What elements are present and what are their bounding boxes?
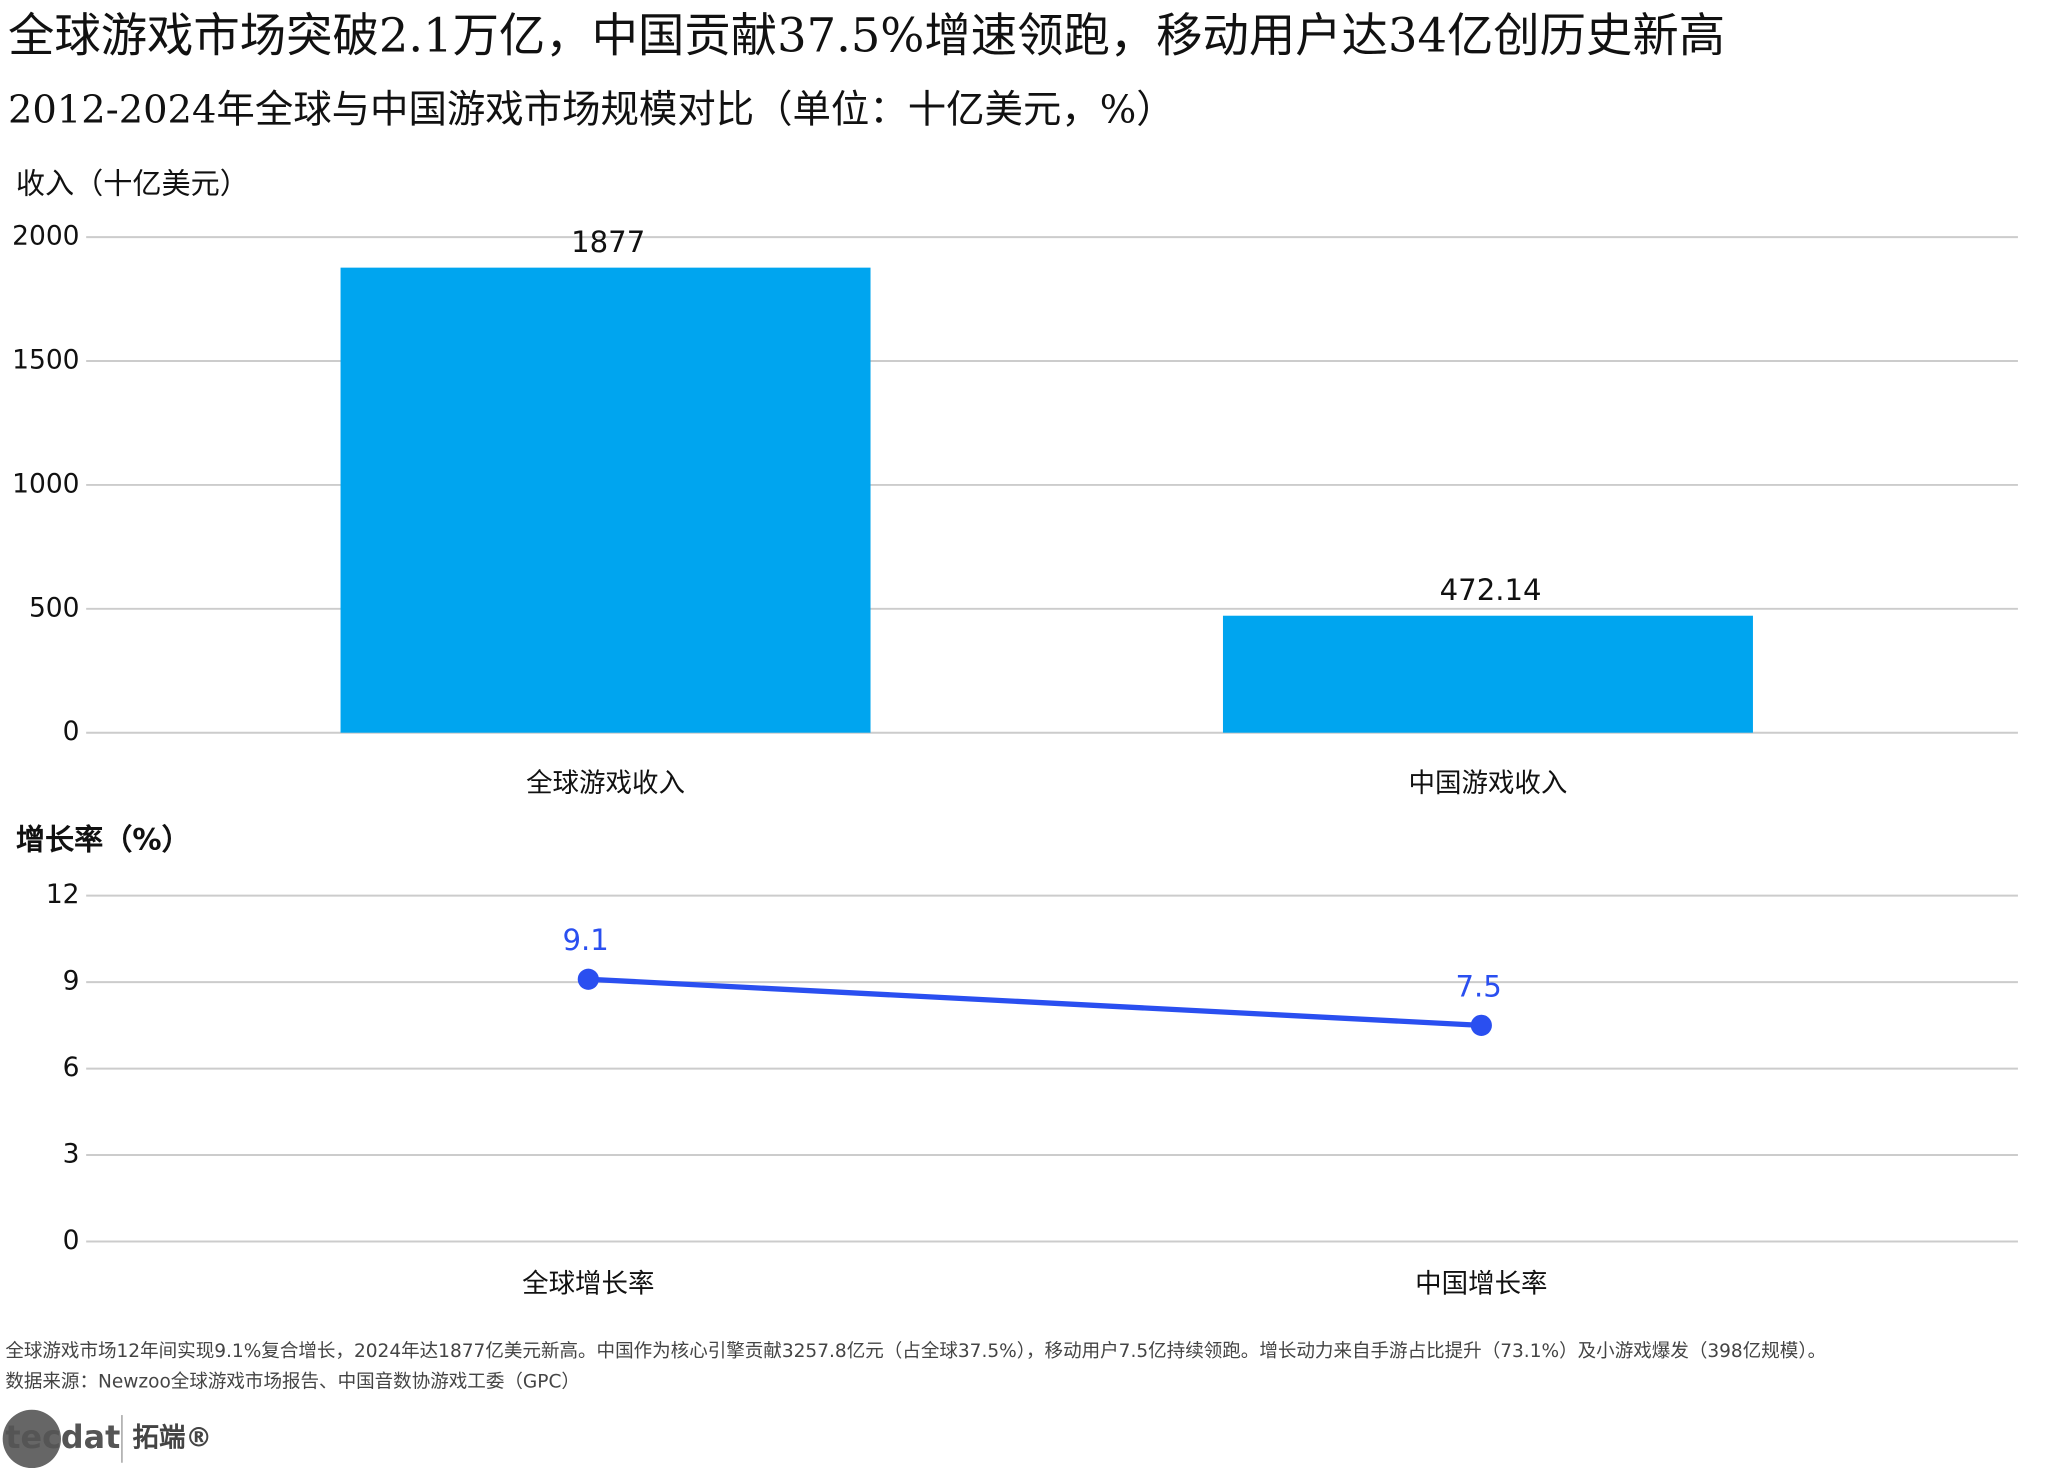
y-tick-label: 9 (63, 966, 80, 997)
source: 数据来源：Newzoo全球游戏市场报告、中国音数协游戏工委（GPC） (5, 1371, 580, 1392)
x-tick-label: 全球游戏收入 (526, 768, 685, 799)
y-axis-label: 增长率（%） (16, 822, 191, 856)
y-axis-label: 收入（十亿美元） (16, 166, 249, 200)
y-tick-label: 1500 (12, 345, 79, 376)
y-tick-label: 2000 (12, 221, 79, 252)
data-label: 7.5 (1456, 969, 1502, 1003)
bar (340, 267, 871, 733)
note: 全球游戏市场12年间实现9.1%复合增长，2024年达1877亿美元新高。中国作… (5, 1341, 1826, 1362)
line (588, 976, 1482, 1028)
y-tick-label: 6 (63, 1052, 80, 1083)
point (1470, 1014, 1492, 1036)
y-tick-label: 0 (63, 1225, 80, 1256)
y-tick-label: 12 (46, 879, 80, 910)
logo-mark: tecdat (5, 1419, 120, 1456)
x-tick-label: 中国游戏收入 (1408, 768, 1567, 799)
page-subtitle: 2012-2024年全球与中国游戏市场规模对比（单位：十亿美元，%） (8, 88, 1175, 133)
y-tick-label: 1000 (12, 468, 79, 499)
logo-badge (2, 1409, 61, 1469)
bar (1222, 615, 1753, 733)
y-tick-label: 500 (29, 592, 80, 623)
x-tick-label: 中国增长率 (1415, 1269, 1547, 1300)
y-tick-label: 0 (63, 716, 80, 747)
point (577, 968, 599, 990)
page-title: 全球游戏市场突破2.1万亿，中国贡献37.5%增速领跑，移动用户达34亿创历史新… (8, 9, 1725, 63)
data-label: 1877 (571, 225, 645, 259)
y-tick-label: 3 (63, 1139, 80, 1170)
data-label: 9.1 (563, 923, 609, 957)
data-label: 472.14 (1440, 573, 1542, 607)
x-tick-label: 全球增长率 (522, 1269, 654, 1300)
logo-name: 拓端® (133, 1422, 212, 1453)
